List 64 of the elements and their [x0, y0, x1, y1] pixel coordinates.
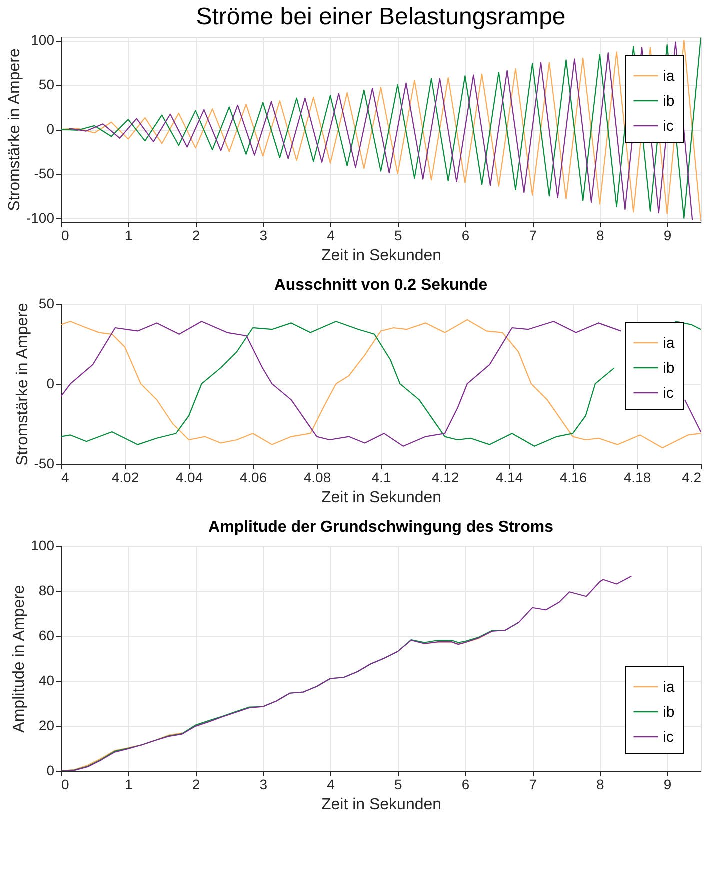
y-tick-label: -50: [34, 165, 55, 182]
y-tick-label: 100: [31, 32, 55, 48]
x-tick-label: 7: [529, 776, 538, 792]
y-axis-title: Amplitude in Ampere: [11, 585, 28, 733]
y-axis-title: Stromstärke in Ampere: [14, 303, 32, 466]
x-tick-label: 2: [192, 228, 200, 244]
x-tick-label: 4.08: [304, 470, 332, 486]
x-tick-label: 3: [260, 776, 268, 792]
chart-title: Ausschnitt von 0.2 Sekunde: [274, 277, 488, 294]
y-tick-label: -100: [26, 210, 55, 226]
x-tick-label: 8: [596, 228, 605, 244]
legend-label: ia: [663, 679, 676, 696]
legend-label: ic: [663, 729, 674, 746]
x-tick-label: 4.2: [682, 470, 702, 486]
legend-label: ia: [663, 335, 676, 352]
y-tick-label: 50: [38, 296, 55, 312]
x-tick-label: 4.16: [560, 470, 588, 486]
x-tick-label: 4.12: [432, 470, 460, 486]
x-tick-label: 4.04: [176, 470, 204, 486]
x-axis-title: Zeit in Sekunden: [321, 796, 442, 814]
x-tick-label: 0: [62, 228, 70, 244]
y-tick-label: -50: [34, 456, 55, 472]
x-tick-label: 4.02: [112, 470, 140, 486]
y-axis-title: Stromstärke in Ampere: [6, 48, 24, 212]
y-tick-label: 20: [38, 718, 55, 734]
x-tick-label: 2: [192, 776, 200, 792]
legend-label: ic: [663, 385, 674, 402]
x-tick-label: 4.18: [624, 470, 652, 486]
x-axis-title: Zeit in Sekunden: [321, 248, 442, 264]
y-tick-label: 80: [38, 582, 55, 598]
chart-title: Amplitude der Grundschwingung des Stroms: [208, 519, 554, 536]
x-tick-label: 0: [62, 776, 70, 792]
x-tick-label: 9: [664, 228, 672, 244]
x-tick-label: 4: [62, 470, 70, 486]
x-tick-label: 5: [394, 228, 402, 244]
x-tick-label: 5: [394, 776, 402, 792]
x-tick-label: 1: [124, 776, 133, 792]
y-tick-label: 0: [46, 762, 55, 778]
x-tick-label: 6: [462, 228, 470, 244]
x-tick-label: 4: [327, 776, 336, 792]
legend-label: ia: [663, 68, 676, 85]
x-tick-label: 4.1: [372, 470, 392, 486]
legend-label: ib: [663, 360, 675, 377]
legend-label: ib: [663, 93, 675, 110]
x-tick-label: 3: [260, 228, 268, 244]
chart-title: Ströme bei einer Belastungsrampe: [196, 4, 566, 31]
y-tick-label: 0: [46, 376, 55, 392]
legend-label: ic: [663, 118, 674, 135]
y-tick-label: 0: [46, 121, 55, 137]
line-series: [61, 576, 632, 771]
y-tick-label: 50: [38, 76, 55, 93]
x-tick-label: 8: [596, 776, 605, 792]
x-tick-label: 6: [462, 776, 470, 792]
x-axis-title: Zeit in Sekunden: [321, 490, 442, 506]
legend-label: ib: [663, 704, 675, 721]
x-tick-label: 1: [124, 228, 133, 244]
x-tick-label: 4.06: [240, 470, 268, 486]
x-tick-label: 4.14: [496, 470, 524, 486]
y-tick-label: 40: [38, 672, 55, 688]
x-tick-label: 4: [327, 228, 336, 244]
x-tick-label: 7: [529, 228, 538, 244]
x-tick-label: 9: [664, 776, 672, 792]
y-tick-label: 60: [38, 628, 55, 644]
y-tick-label: 100: [31, 538, 55, 554]
